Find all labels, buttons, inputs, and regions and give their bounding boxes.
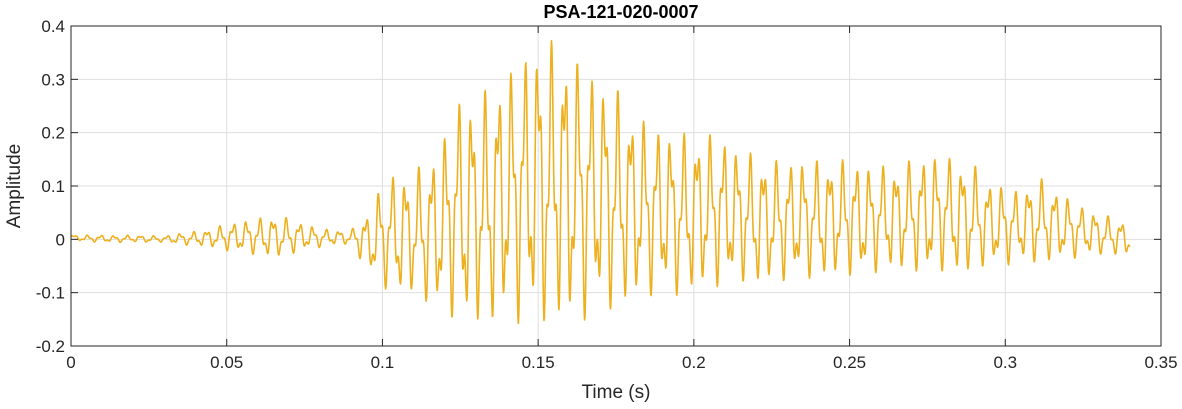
x-tick-label: 0.2 [682, 353, 706, 372]
y-tick-label: -0.1 [36, 284, 65, 303]
plot-area [70, 39, 1131, 325]
y-tick-label: 0 [56, 230, 65, 249]
x-tick-label: 0.25 [833, 353, 866, 372]
x-tick-label: 0.15 [522, 353, 555, 372]
x-tick-label: 0 [66, 353, 75, 372]
y-axis-ticks: -0.2 -0.1 0 0.1 0.2 0.3 0.4 [36, 17, 1161, 356]
waveform-series-line [70, 39, 1131, 325]
x-tick-label: 0.05 [210, 353, 243, 372]
x-tick-label: 0.3 [993, 353, 1017, 372]
y-tick-label: 0.1 [41, 177, 65, 196]
y-tick-label: 0.4 [41, 17, 65, 36]
x-axis-label: Time (s) [582, 382, 651, 403]
chart-title: PSA-121-020-0007 [543, 2, 698, 22]
y-tick-label: 0.3 [41, 70, 65, 89]
x-tick-label: 0.35 [1144, 353, 1177, 372]
x-axis-ticks: 0 0.05 0.1 0.15 0.2 0.25 0.3 0.35 [66, 26, 1178, 372]
y-axis-label: Amplitude [4, 144, 25, 229]
x-tick-label: 0.1 [371, 353, 395, 372]
y-tick-label: 0.2 [41, 124, 65, 143]
y-tick-label: -0.2 [36, 337, 65, 356]
